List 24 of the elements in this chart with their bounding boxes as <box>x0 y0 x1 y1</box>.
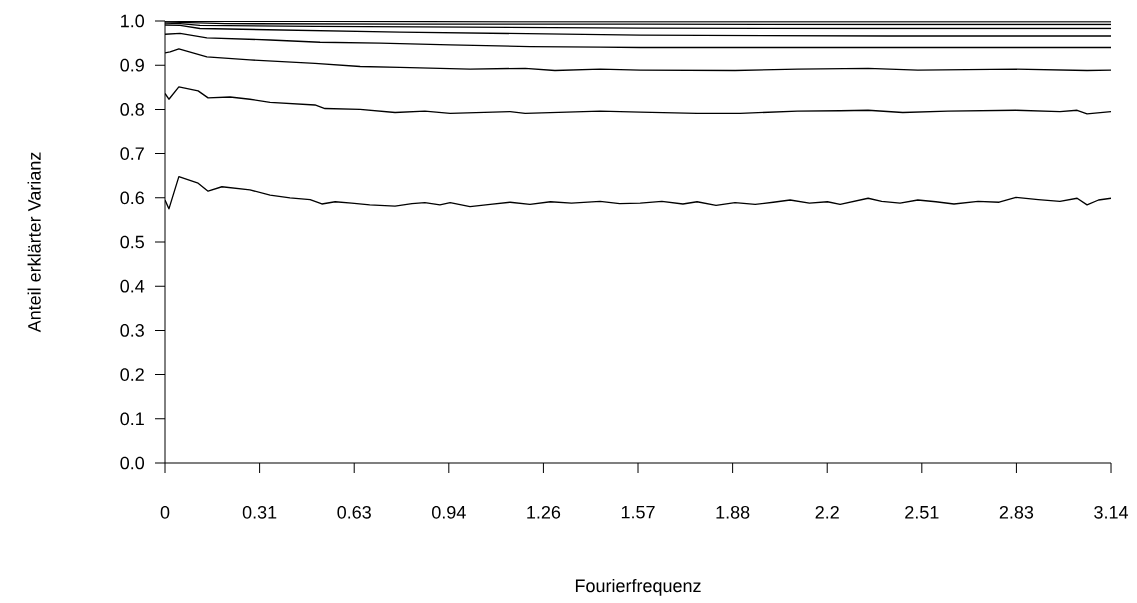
x-tick-label: 0 <box>160 505 170 519</box>
x-tick-label: 0.94 <box>432 505 466 519</box>
y-tick-label: 0.7 <box>120 147 144 160</box>
x-tick-label: 2.51 <box>905 505 939 519</box>
y-tick-label: 0.6 <box>120 191 144 205</box>
y-tick-label: 0.4 <box>120 279 145 293</box>
y-tick-label: 0.0 <box>120 456 145 470</box>
y-tick-label: 1.0 <box>121 14 145 28</box>
y-tick-label: 0.8 <box>120 103 144 116</box>
x-tick-label: 2.2 <box>815 505 839 519</box>
x-tick-label: 0.63 <box>337 505 371 519</box>
x-tick-label: 3.14 <box>1094 505 1129 519</box>
y-tick-label: 0.3 <box>120 324 144 337</box>
x-tick-label: 1.88 <box>716 505 750 519</box>
y-tick-label: 0.5 <box>120 235 144 249</box>
y-tick-label: 0.9 <box>120 58 144 72</box>
x-tick-label: 1.26 <box>527 505 561 519</box>
x-tick-label: 1.57 <box>621 505 655 519</box>
x-tick-label: 2.83 <box>999 505 1034 519</box>
y-axis-title: Anteil erklärter Varianz <box>27 152 41 333</box>
x-axis-title: Fourierfrequenz <box>575 578 701 596</box>
y-tick-label: 0.2 <box>120 368 144 381</box>
x-tick-label: 0.31 <box>242 505 277 519</box>
y-tick-label: 0.1 <box>120 412 144 426</box>
